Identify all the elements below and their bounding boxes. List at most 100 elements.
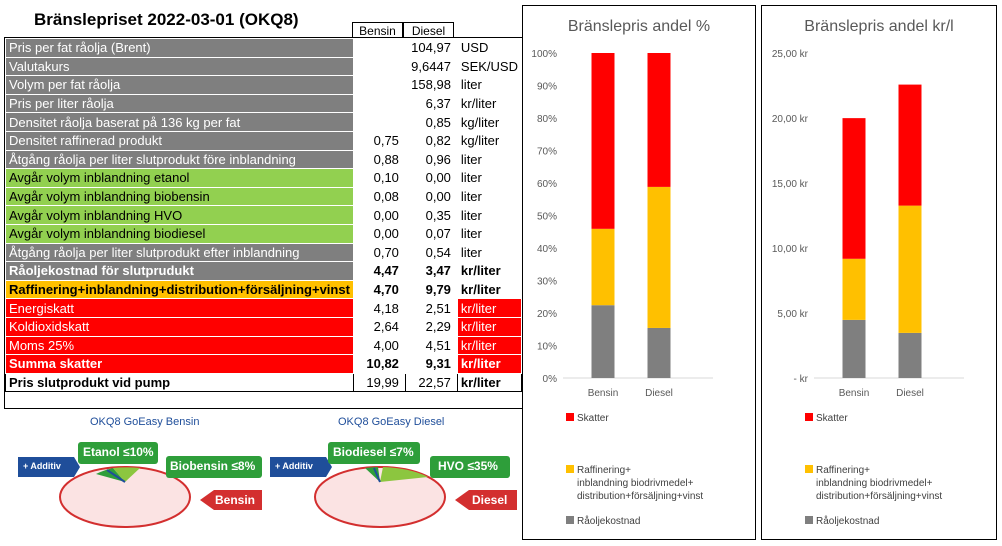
- y-tick-label: 50%: [537, 212, 557, 223]
- table-row: Pris per fat råolja (Brent) 104,97 USD: [5, 38, 523, 58]
- y-tick-label: 40%: [537, 244, 557, 255]
- fuel-price-table: Pris per fat råolja (Brent) 104,97 USD Valu…: [5, 38, 523, 393]
- bar-segment: [647, 327, 671, 378]
- table-row: Raffinering+inblandning+distribution+för…: [5, 279, 523, 300]
- legend-swatch: [805, 413, 813, 421]
- row-label: Raffinering+inblandning+distribution+för…: [5, 279, 354, 300]
- y-tick-label: 100%: [531, 49, 557, 60]
- row-value: 6,37: [352, 93, 458, 114]
- row-label: Avgår volym inblandning HVO: [5, 205, 354, 225]
- row-value: 0,85: [352, 112, 458, 132]
- hvo-badge: HVO ≤35%: [438, 459, 498, 473]
- table-row: Åtgång råolja per liter slutprodukt före…: [5, 149, 523, 170]
- table-row: Summa skatter 10,82 9,31 kr/liter: [5, 354, 523, 374]
- row-value-diesel: 22,57: [404, 372, 458, 393]
- chart-percent: 0% 10% 20% 30% 40% 50% 60% 70% 80% 90% 100% Bensin D…: [531, 49, 713, 527]
- table-row: Avgår volym inblandning HVO 0,00 0,35 liter: [5, 205, 523, 225]
- chart-title-percent: Bränslepris andel %: [567, 18, 711, 35]
- row-value-diesel: 0,07: [404, 223, 458, 244]
- bar-segment: [591, 228, 615, 306]
- y-tick-label: 25,00 kr: [772, 49, 809, 60]
- row-label: Pris per fat råolja (Brent): [5, 38, 354, 58]
- bar-segment: [842, 319, 866, 378]
- bar-segment: [898, 84, 922, 206]
- bar-segment: [898, 205, 922, 333]
- row-label: Åtgång råolja per liter slutprodukt efte…: [5, 242, 354, 263]
- row-unit: kr/liter: [456, 279, 523, 300]
- y-tick-label: 15,00 kr: [772, 179, 809, 190]
- row-value-diesel: 0,96: [404, 149, 458, 170]
- y-tick-label: 70%: [537, 147, 557, 158]
- row-value-diesel: 0,00: [404, 186, 458, 207]
- row-value-diesel: 0,35: [404, 205, 458, 225]
- column-header-diesel: Diesel: [403, 22, 454, 40]
- row-value-bensin: 2,64: [352, 316, 406, 337]
- y-tick-label: - kr: [794, 374, 809, 385]
- row-label: Avgår volym inblandning etanol: [5, 168, 354, 188]
- row-unit: kr/liter: [456, 372, 523, 393]
- row-unit: kr/liter: [456, 298, 523, 318]
- row-label: Volym per fat råolja: [5, 75, 354, 95]
- row-unit: USD: [456, 38, 523, 58]
- row-value-bensin: 10,82: [352, 354, 406, 374]
- row-value-diesel: 0,00: [404, 168, 458, 188]
- chart-kr: - kr 5,00 kr 10,00 kr 15,00 kr 20,00 kr 25,00…: [772, 49, 964, 527]
- chart-title-kr: Bränslepris andel kr/l: [804, 18, 954, 35]
- table-row: Energiskatt 4,18 2,51 kr/liter: [5, 298, 523, 318]
- x-tick-label: Bensin: [588, 388, 619, 399]
- row-value-bensin: 0,70: [352, 242, 406, 263]
- row-value-bensin: 4,70: [352, 279, 406, 300]
- row-value-bensin: 4,00: [352, 335, 406, 356]
- row-value: 104,97: [352, 38, 458, 58]
- x-tick-label: Diesel: [896, 388, 924, 399]
- row-value: 9,6447: [352, 56, 458, 77]
- row-value-diesel: 9,79: [404, 279, 458, 300]
- table-row: Avgår volym inblandning biobensin 0,08 0,0…: [5, 186, 523, 207]
- row-value-diesel: 9,31: [404, 354, 458, 374]
- legend-swatch: [566, 465, 574, 473]
- x-tick-label: Bensin: [839, 388, 870, 399]
- row-unit: kr/liter: [456, 93, 523, 114]
- row-value-bensin: 0,00: [352, 223, 406, 244]
- biodiesel-badge: Biodiesel ≤7%: [333, 445, 414, 459]
- row-unit: liter: [456, 205, 523, 225]
- chart-panel-percent: Bränslepris andel % 0% 10% 20% 30% 40% 50% 60%…: [522, 5, 756, 540]
- legend-label: Råoljekostnad: [816, 515, 879, 527]
- row-value-diesel: 2,51: [404, 298, 458, 318]
- row-unit: kr/liter: [456, 261, 523, 281]
- row-label: Avgår volym inblandning biodiesel: [5, 223, 354, 244]
- page-title: Bränslepriset 2022-03-01 (OKQ8): [34, 10, 299, 29]
- row-value-diesel: 4,51: [404, 335, 458, 356]
- row-unit: kg/liter: [456, 130, 523, 151]
- row-value-bensin: 4,47: [352, 261, 406, 281]
- row-unit: SEK/USD: [456, 56, 523, 77]
- bensin-tag: Bensin: [215, 493, 256, 507]
- legend-swatch: [566, 413, 574, 421]
- table-row: Koldioxidskatt 2,64 2,29 kr/liter: [5, 316, 523, 337]
- row-label: Råoljekostnad för slutprudukt: [5, 261, 354, 281]
- ad-graphics: [18, 442, 517, 528]
- row-unit: liter: [456, 75, 523, 95]
- additiv-tag-diesel: + Additiv: [275, 461, 313, 471]
- legend-label: Raffinering+ inblandning biodrivmedel+ dis…: [816, 465, 942, 502]
- y-tick-label: 80%: [537, 114, 557, 125]
- row-unit: kg/liter: [456, 112, 523, 132]
- ad-title-bensin: OKQ8 GoEasy Bensin: [90, 416, 200, 428]
- legend-swatch: [566, 516, 574, 524]
- bar-segment: [898, 332, 922, 378]
- bensin-pie-graphic: [59, 466, 191, 528]
- row-unit: kr/liter: [456, 354, 523, 374]
- row-unit: liter: [456, 242, 523, 263]
- row-value-bensin: 19,99: [352, 372, 406, 393]
- legend-label: Skatter: [577, 413, 609, 424]
- table-row: Densitet raffinerad produkt 0,75 0,82 kg/li…: [5, 130, 523, 151]
- y-tick-label: 0%: [543, 374, 558, 385]
- table-row: Volym per fat råolja 158,98 liter: [5, 75, 523, 95]
- bar-segment: [842, 258, 866, 320]
- table-row: Avgår volym inblandning etanol 0,10 0,00 li…: [5, 168, 523, 188]
- row-value-bensin: 0,10: [352, 168, 406, 188]
- legend-label: Råoljekostnad: [577, 515, 640, 527]
- legend-label: Raffinering+ inblandning biodrivmedel+ dis…: [577, 465, 703, 502]
- row-unit: kr/liter: [456, 335, 523, 356]
- table-row: Moms 25% 4,00 4,51 kr/liter: [5, 335, 523, 356]
